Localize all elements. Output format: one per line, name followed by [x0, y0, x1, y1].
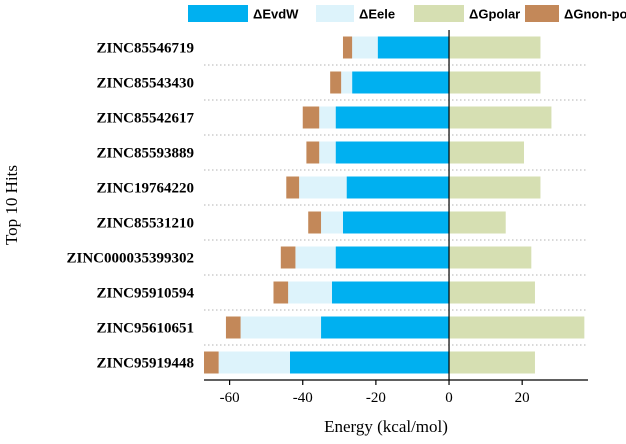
category-label: ZINC85593889 — [96, 146, 194, 162]
bar-delta-evdw-zinc95919448 — [289, 351, 450, 374]
bar-delta-eele-zinc85543430 — [341, 71, 353, 94]
bar-delta-eele-zinc85542617 — [319, 106, 336, 129]
bar-delta-eele-zinc85593889 — [319, 141, 336, 164]
bar-delta-gpolar-zinc19764220 — [449, 176, 541, 199]
bar-delta-gnon-polar-zinc85531210 — [308, 211, 322, 234]
bar-delta-eele-zinc95919448 — [218, 351, 290, 374]
x-tick-label: -60 — [220, 390, 240, 406]
y-axis-title: Top 10 Hits — [2, 165, 21, 245]
bar-delta-eele-zinc95610651 — [240, 316, 322, 339]
x-tick-label: 0 — [445, 390, 453, 406]
bar-delta-evdw-zinc85593889 — [335, 141, 450, 164]
bar-delta-gnon-polar-zinc19764220 — [286, 176, 300, 199]
x-tick-label: 20 — [515, 390, 530, 406]
x-axis-title: Energy (kcal/mol) — [324, 417, 448, 436]
legend-swatch — [188, 5, 248, 22]
bar-delta-eele-zinc19764220 — [299, 176, 347, 199]
bar-delta-evdw-zinc000035399302 — [335, 246, 450, 269]
bar-delta-gpolar-zinc85531210 — [449, 211, 506, 234]
legend-swatch — [525, 5, 559, 22]
bar-delta-gpolar-zinc85543430 — [449, 71, 541, 94]
legend-label: ΔGpolar — [469, 7, 520, 22]
grid-lines — [204, 64, 588, 346]
bar-delta-gnon-polar-zinc95919448 — [204, 351, 219, 374]
bar-delta-gpolar-zinc000035399302 — [449, 246, 532, 269]
bar-delta-evdw-zinc85543430 — [352, 71, 450, 94]
x-tick-label: -40 — [293, 390, 313, 406]
bar-delta-gnon-polar-zinc85542617 — [302, 106, 320, 129]
legend-swatch — [414, 5, 464, 22]
category-label: ZINC85531210 — [96, 216, 194, 232]
bar-delta-eele-zinc000035399302 — [295, 246, 336, 269]
axes — [204, 30, 588, 385]
bar-delta-eele-zinc85531210 — [321, 211, 343, 234]
x-tick-label: -20 — [366, 390, 386, 406]
bar-delta-gpolar-zinc95910594 — [449, 281, 535, 304]
bar-delta-evdw-zinc85531210 — [342, 211, 450, 234]
x-tick-labels: -60 -40 -20 0 20 — [220, 390, 530, 406]
bar-delta-gpolar-zinc85546719 — [449, 36, 541, 59]
bar-delta-evdw-zinc85542617 — [335, 106, 450, 129]
chart-legend: ΔEvdW ΔEele ΔGpolar ΔGnon-polar — [188, 5, 626, 22]
bar-delta-eele-zinc95910594 — [288, 281, 332, 304]
category-label: ZINC19764220 — [96, 181, 194, 197]
bar-delta-gnon-polar-zinc85593889 — [306, 141, 320, 164]
bar-delta-evdw-zinc85546719 — [377, 36, 450, 59]
bar-delta-evdw-zinc19764220 — [346, 176, 450, 199]
bar-delta-eele-zinc85546719 — [352, 36, 378, 59]
bar-delta-gnon-polar-zinc85546719 — [342, 36, 353, 59]
bar-delta-gnon-polar-zinc000035399302 — [280, 246, 296, 269]
category-label: ZINC85542617 — [96, 111, 194, 127]
bar-series — [204, 36, 585, 374]
bar-delta-evdw-zinc95610651 — [321, 316, 450, 339]
category-label: ZINC95919448 — [96, 356, 194, 372]
category-label: ZINC95610651 — [96, 321, 194, 337]
bar-delta-gpolar-zinc85542617 — [449, 106, 552, 129]
category-label: ZINC85543430 — [96, 76, 194, 92]
bar-delta-gpolar-zinc85593889 — [449, 141, 524, 164]
bar-delta-gpolar-zinc95610651 — [449, 316, 585, 339]
category-label: ZINC95910594 — [96, 286, 194, 302]
legend-label: ΔEele — [359, 7, 395, 22]
bar-delta-evdw-zinc95910594 — [332, 281, 450, 304]
bar-delta-gnon-polar-zinc95910594 — [273, 281, 289, 304]
category-label: ZINC85546719 — [96, 41, 194, 57]
legend-label: ΔEvdW — [253, 7, 299, 22]
legend-swatch — [316, 5, 354, 22]
category-labels: ZINC85546719 ZINC85543430 ZINC85542617 ZINC… — [66, 41, 194, 372]
category-label: ZINC000035399302 — [66, 251, 194, 267]
bar-delta-gnon-polar-zinc85543430 — [330, 71, 342, 94]
legend-label: ΔGnon-polar — [564, 7, 626, 22]
bar-delta-gpolar-zinc95919448 — [449, 351, 535, 374]
bar-delta-gnon-polar-zinc95610651 — [225, 316, 241, 339]
